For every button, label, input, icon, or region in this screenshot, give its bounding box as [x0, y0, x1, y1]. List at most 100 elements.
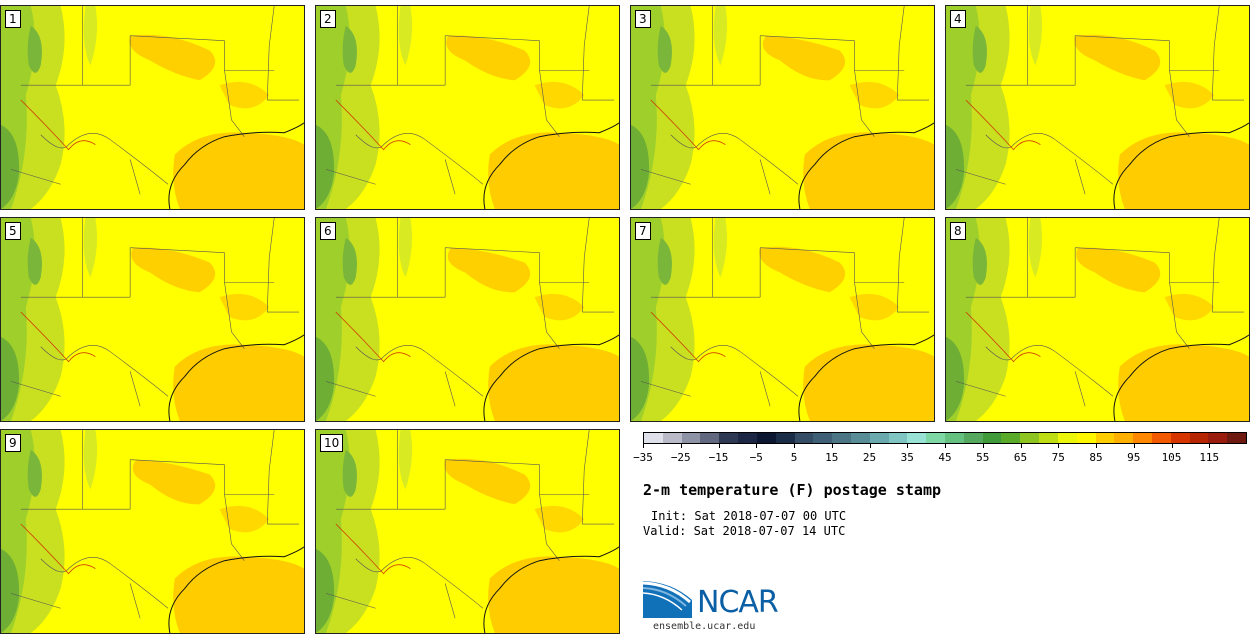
state-boundary — [985, 345, 1056, 361]
colorbar-tick-label: 15 — [825, 451, 839, 464]
state-boundary — [670, 345, 741, 361]
warm-region — [173, 344, 304, 421]
cool-region — [342, 237, 357, 285]
state-boundary — [40, 133, 111, 149]
state-boundary — [425, 139, 484, 185]
warm-region — [759, 246, 846, 293]
member-number-label: 4 — [950, 10, 966, 28]
river — [20, 523, 96, 575]
ensemble-member-panel: 8 — [945, 217, 1250, 422]
cool-region — [83, 430, 98, 490]
state-boundary — [224, 282, 245, 349]
cool-region — [631, 336, 650, 421]
state-boundary — [355, 557, 426, 573]
state-boundary — [40, 345, 111, 361]
colorbar-tick — [643, 444, 644, 448]
ensemble-member-panel: 5 — [0, 217, 305, 422]
colorbar-swatch — [1001, 433, 1021, 443]
state-boundary — [1169, 282, 1190, 349]
state-boundary — [1074, 159, 1086, 195]
state-boundary — [224, 70, 245, 137]
colorbar-swatch — [738, 433, 757, 443]
colorbar-swatch — [1151, 433, 1171, 443]
colorbar-swatch — [982, 433, 1002, 443]
state-boundary — [130, 247, 225, 253]
state-boundary — [10, 381, 61, 397]
colorbar-swatch — [963, 433, 983, 443]
state-boundary — [581, 6, 590, 101]
cool-region — [316, 548, 335, 633]
state-boundary — [10, 169, 61, 185]
warm-region — [219, 81, 270, 109]
coastline — [1113, 334, 1249, 421]
cool-region — [398, 430, 413, 490]
temperature-map — [316, 218, 619, 421]
cool-region — [342, 449, 357, 497]
state-boundary — [444, 159, 456, 195]
state-boundaries — [10, 430, 300, 619]
coastline — [168, 122, 304, 209]
colorbar-swatch — [1227, 433, 1246, 443]
colorbar-swatch — [662, 433, 682, 443]
colorbar-tick-label: 75 — [1051, 451, 1065, 464]
state-boundary — [759, 159, 771, 195]
state-boundary — [759, 371, 771, 407]
state-boundary — [896, 6, 905, 101]
state-boundary — [581, 430, 590, 525]
cool-region — [713, 218, 728, 278]
warm-region — [446, 35, 531, 81]
website-url: ensemble.ucar.edu — [653, 621, 756, 632]
state-boundaries — [640, 6, 930, 195]
cool-region — [83, 218, 98, 278]
cool-region — [1, 548, 20, 633]
ncar-logo-text: NCAR — [697, 585, 779, 620]
temperature-map — [946, 218, 1249, 421]
state-boundary — [425, 563, 484, 609]
state-boundary — [224, 40, 275, 71]
colorbar-swatch — [1039, 433, 1058, 443]
colorbar-tick — [718, 444, 720, 448]
cool-region — [713, 6, 728, 66]
colorbar-tick-label: 45 — [938, 451, 952, 464]
state-boundary — [110, 351, 169, 397]
colorbar-tick-label: −15 — [708, 451, 729, 464]
state-boundary — [130, 35, 225, 41]
state-boundary — [1074, 371, 1086, 407]
state-boundary — [854, 70, 875, 137]
ensemble-member-panel: 4 — [945, 5, 1250, 210]
state-boundary — [325, 381, 376, 397]
colorbar-tick — [1020, 444, 1022, 448]
river — [335, 99, 411, 151]
river — [650, 311, 726, 363]
ensemble-member-panel: 7 — [630, 217, 935, 422]
warm-region — [219, 293, 270, 321]
cool-region — [631, 124, 650, 209]
colorbar-tick — [945, 444, 946, 448]
warm-region — [173, 556, 304, 633]
cool-region — [657, 25, 672, 73]
state-boundary — [670, 133, 741, 149]
state-boundary — [985, 133, 1056, 149]
colorbar-tick — [907, 444, 909, 448]
colorbar-tick — [1096, 444, 1097, 448]
temperature-map — [631, 6, 934, 209]
state-boundary — [854, 40, 905, 71]
cool-region — [316, 124, 335, 209]
state-boundaries — [10, 6, 300, 195]
colorbar-tick-label: 105 — [1161, 451, 1182, 464]
state-boundary — [445, 459, 540, 465]
river — [965, 99, 1041, 151]
colorbar-tick-label: 5 — [790, 451, 798, 464]
warm-region — [488, 132, 619, 209]
colorbar-swatch — [775, 433, 795, 443]
colorbar-swatch — [1020, 433, 1040, 443]
colorbar-tick-label: −25 — [670, 451, 691, 464]
colorbar-swatch — [1170, 433, 1190, 443]
valid-time: Valid: Sat 2018-07-07 14 UTC — [643, 524, 846, 538]
colorbar-tick-label: 65 — [1013, 451, 1028, 464]
river — [650, 99, 726, 151]
temperature-map — [316, 430, 619, 633]
colorbar-swatch — [794, 433, 814, 443]
warm-region — [762, 35, 846, 81]
state-boundary — [539, 70, 560, 137]
